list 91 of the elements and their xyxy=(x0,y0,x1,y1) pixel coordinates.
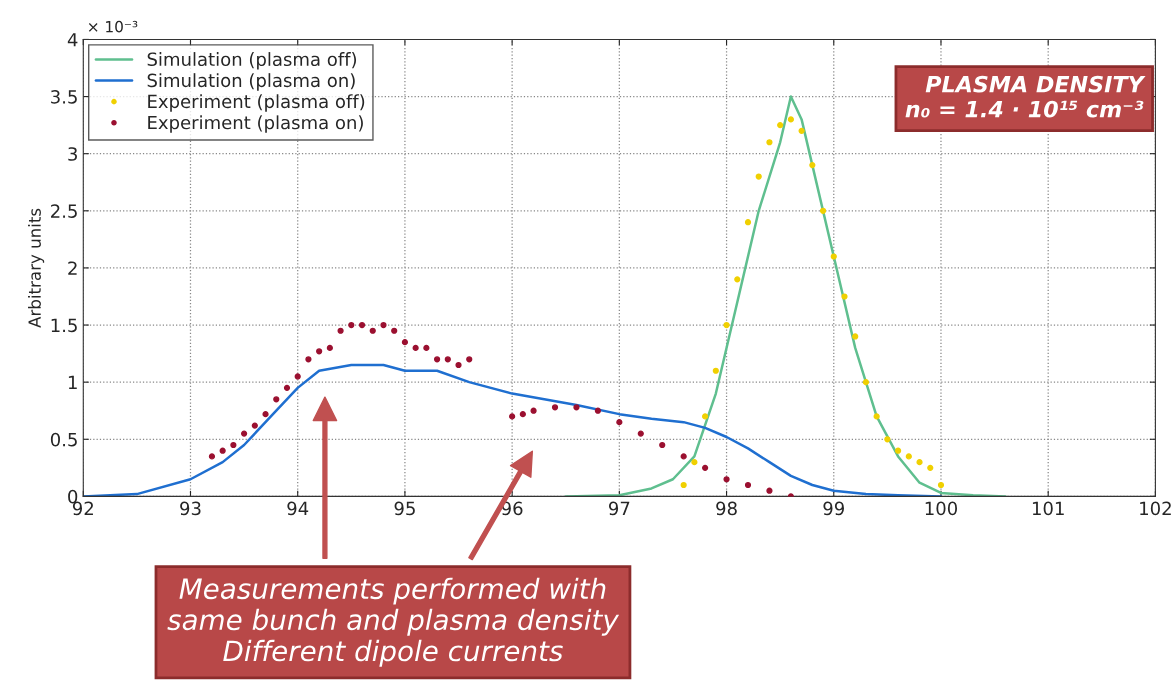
line-series xyxy=(564,95,1007,497)
point xyxy=(937,481,945,489)
point xyxy=(219,447,226,454)
point xyxy=(433,356,441,363)
point xyxy=(423,344,430,351)
point xyxy=(251,422,258,429)
point xyxy=(305,356,312,363)
x-tick-label: 100 xyxy=(925,501,958,516)
legend-label: Simulation (plasma on) xyxy=(147,73,355,91)
point xyxy=(466,356,473,363)
annotation: PLASMA DENSITY n₀ = 1.4 · 10¹⁵ cm⁻³ xyxy=(905,75,1146,118)
x-tick-label: 97 xyxy=(608,501,630,516)
point xyxy=(830,253,837,260)
point xyxy=(208,453,216,460)
y-tick-label: 1 xyxy=(68,375,77,390)
point xyxy=(444,356,451,363)
point xyxy=(680,481,687,489)
x-tick-label: 101 xyxy=(1032,501,1064,516)
point xyxy=(873,413,880,420)
point xyxy=(916,459,923,466)
legend-label: Experiment (plasma on) xyxy=(148,115,363,133)
y-tick-label: 3 xyxy=(68,147,77,161)
y-tick-label: 2.5 xyxy=(51,204,77,218)
point xyxy=(337,327,344,334)
x-tick-label: 102 xyxy=(1140,501,1171,516)
point xyxy=(787,116,794,123)
point xyxy=(744,219,752,226)
point xyxy=(283,384,291,391)
point xyxy=(326,344,333,351)
y-axis-title: Arbitrary units xyxy=(28,208,45,328)
y-tick-label: 2 xyxy=(68,261,77,275)
point xyxy=(594,407,602,414)
point xyxy=(702,413,709,420)
point xyxy=(241,430,248,437)
x-tick-label: 93 xyxy=(180,501,201,516)
point xyxy=(862,379,870,386)
point xyxy=(273,396,280,403)
point xyxy=(680,453,687,460)
legend-label: Simulation (plasma off) xyxy=(147,52,357,70)
point xyxy=(766,487,773,494)
point xyxy=(519,411,526,418)
point xyxy=(551,404,559,411)
y-tick-label: 1.5 xyxy=(51,318,77,333)
point xyxy=(723,321,730,329)
point xyxy=(509,413,516,420)
point xyxy=(358,321,366,329)
line-series xyxy=(83,363,943,497)
point xyxy=(573,404,580,411)
point xyxy=(755,173,762,180)
point xyxy=(852,333,859,340)
point xyxy=(616,419,623,426)
point xyxy=(894,447,902,454)
point xyxy=(637,430,644,437)
point xyxy=(316,348,323,355)
point xyxy=(766,139,773,146)
point xyxy=(744,481,752,489)
point xyxy=(380,321,387,329)
x-tick-label: 98 xyxy=(716,501,737,516)
y-tick-label: 4 xyxy=(67,33,78,47)
point xyxy=(905,453,912,460)
y-tick-label: 3.5 xyxy=(51,90,77,104)
point xyxy=(455,361,462,369)
point xyxy=(294,373,301,380)
text: Measurements performed with same bunch and plasma density Different dipole currents xyxy=(167,577,620,667)
point xyxy=(691,459,698,466)
point xyxy=(659,441,666,449)
x-tick-label: 99 xyxy=(823,501,844,516)
legend-label: Experiment (plasma off) xyxy=(148,94,365,112)
point xyxy=(230,441,237,449)
x-tick-label: 95 xyxy=(394,501,415,516)
point xyxy=(777,122,784,129)
point xyxy=(809,162,816,169)
y-tick-label: 0.5 xyxy=(50,432,77,447)
point xyxy=(884,436,891,443)
x-tick-label: 94 xyxy=(287,501,309,516)
point xyxy=(530,407,537,414)
point xyxy=(841,293,848,300)
point xyxy=(734,276,741,283)
point xyxy=(723,476,730,483)
point xyxy=(401,339,409,346)
point xyxy=(927,464,934,471)
point xyxy=(348,321,355,329)
point xyxy=(712,367,719,374)
point xyxy=(369,327,376,334)
point xyxy=(391,327,398,334)
point xyxy=(412,344,419,351)
point xyxy=(819,207,827,214)
point xyxy=(262,411,269,418)
point xyxy=(702,464,709,471)
point xyxy=(798,127,805,134)
text: × 10⁻³ xyxy=(88,20,138,33)
